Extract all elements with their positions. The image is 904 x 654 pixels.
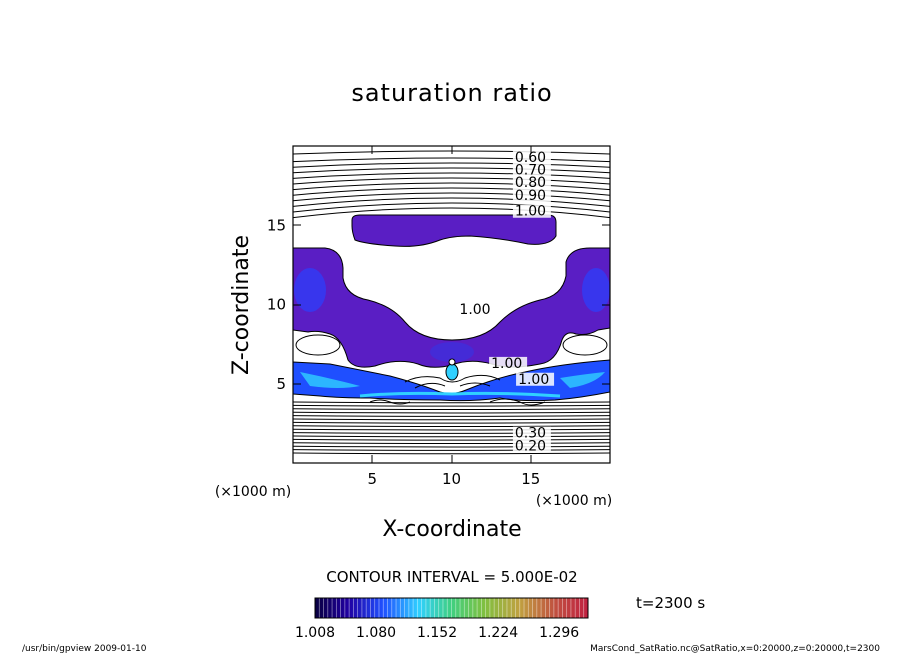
- contour-labels: 0.600.700.800.901.001.001.001.000.300.20: [457, 150, 555, 454]
- colorbar: [314, 597, 589, 619]
- contour-line: [293, 167, 610, 174]
- contour-line: [293, 202, 610, 213]
- contour-line: [293, 421, 610, 424]
- lower-cloud-band: [293, 359, 610, 402]
- y-tick-label: 5: [276, 375, 286, 393]
- colorbar-tick-label: 1.008: [295, 625, 335, 641]
- chart-title: saturation ratio: [351, 79, 552, 107]
- contour-line: [293, 415, 610, 417]
- contour-line: [293, 445, 610, 448]
- contour-label: 0.80: [515, 175, 546, 191]
- contour-line: [293, 428, 610, 431]
- contour-line: [293, 182, 610, 191]
- contour-line: [293, 207, 610, 219]
- footer-right: MarsCond_SatRatio.nc@SatRatio,x=0:20000,…: [590, 644, 880, 654]
- colorbar-tick-label: 1.296: [539, 625, 579, 641]
- x-unit-label-left: (×1000 m): [215, 484, 291, 500]
- main-supersaturated-band: [293, 247, 610, 368]
- x-axis-label: X-coordinate: [382, 517, 521, 542]
- colorbar-tick-labels: 1.008 1.080 1.152 1.224 1.296: [295, 625, 579, 641]
- contour-line: [293, 411, 610, 414]
- contour-line: [293, 401, 610, 404]
- contour-line: [293, 438, 610, 441]
- contour-line: [293, 157, 610, 163]
- contour-label: 0.60: [515, 150, 546, 166]
- contour-line: [293, 432, 610, 434]
- contour-line: [293, 408, 610, 411]
- x-unit-label-right: (×1000 m): [536, 493, 612, 509]
- lower-contour-lines: [293, 401, 610, 455]
- colorbar-tick-label: 1.080: [356, 625, 396, 641]
- contour-label: 0.70: [515, 163, 546, 179]
- contour-label: 1.00: [491, 356, 522, 372]
- x-tick-label: 10: [442, 470, 461, 488]
- contour-label: 1.00: [459, 302, 490, 318]
- plot-area: 0.600.700.800.901.001.001.001.000.300.20: [293, 146, 610, 463]
- contour-line: [293, 187, 610, 196]
- time-label: t=2300 s: [636, 594, 705, 612]
- upper-contour-lines: [293, 150, 610, 219]
- contour-line: [293, 177, 610, 185]
- contour-label: 0.90: [515, 188, 546, 204]
- contour-line: [293, 197, 610, 207]
- contour-line: [293, 418, 610, 421]
- contour-label: 0.20: [515, 438, 546, 454]
- x-tick-labels: 5 10 15: [367, 470, 540, 488]
- contour-interval-text: CONTOUR INTERVAL = 5.000E-02: [326, 568, 577, 586]
- contour-label: 1.00: [518, 372, 549, 388]
- ticks: [293, 146, 610, 463]
- x-tick-label: 5: [367, 470, 377, 488]
- colorbar-tick-label: 1.152: [417, 625, 457, 641]
- contour-label: 1.00: [515, 204, 546, 220]
- contour-line: [293, 425, 610, 428]
- contour-line: [293, 442, 610, 445]
- contour-label: 0.30: [515, 426, 546, 442]
- colorbar-tick-label: 1.224: [478, 625, 518, 641]
- contour-line: [293, 435, 610, 438]
- contour-line: [293, 192, 610, 202]
- contour-line: [293, 449, 610, 451]
- y-tick-label: 10: [267, 296, 286, 314]
- y-tick-label: 15: [267, 216, 286, 234]
- footer-left: /usr/bin/gpview 2009-01-10: [22, 644, 147, 654]
- contour-line: [293, 452, 610, 455]
- contour-line: [293, 404, 610, 407]
- contour-line: [293, 162, 610, 168]
- x-tick-label: 15: [521, 470, 540, 488]
- y-tick-labels: 5 10 15: [267, 216, 286, 393]
- y-axis-label: Z-coordinate: [229, 235, 254, 375]
- plot-frame: [292, 145, 611, 464]
- contour-line: [293, 172, 610, 179]
- upper-supersaturated-band: [351, 214, 557, 247]
